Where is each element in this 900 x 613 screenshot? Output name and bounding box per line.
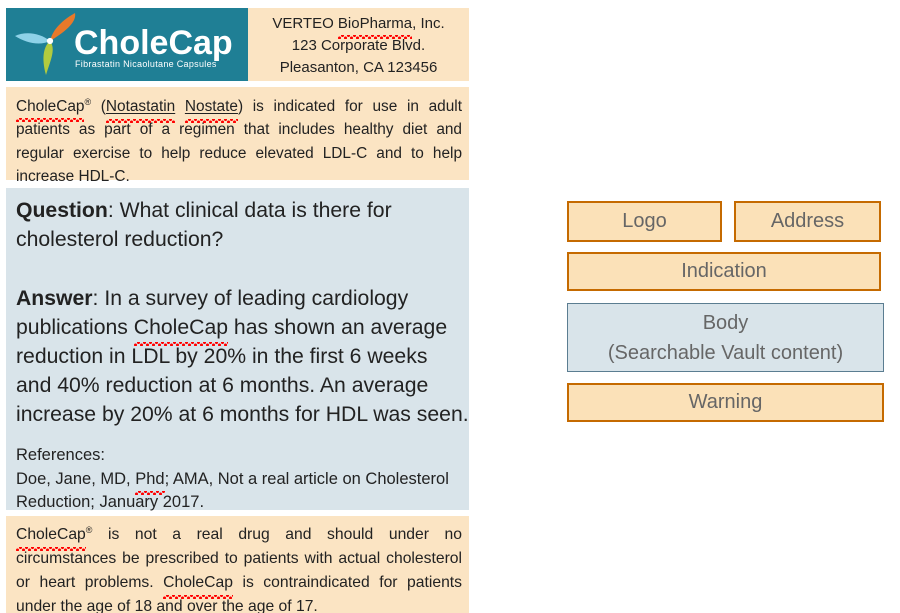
svg-text:Fibrastatin Nicaolutane Capsul: Fibrastatin Nicaolutane Capsules (75, 59, 217, 69)
svg-text:CholeCap: CholeCap (74, 24, 233, 62)
